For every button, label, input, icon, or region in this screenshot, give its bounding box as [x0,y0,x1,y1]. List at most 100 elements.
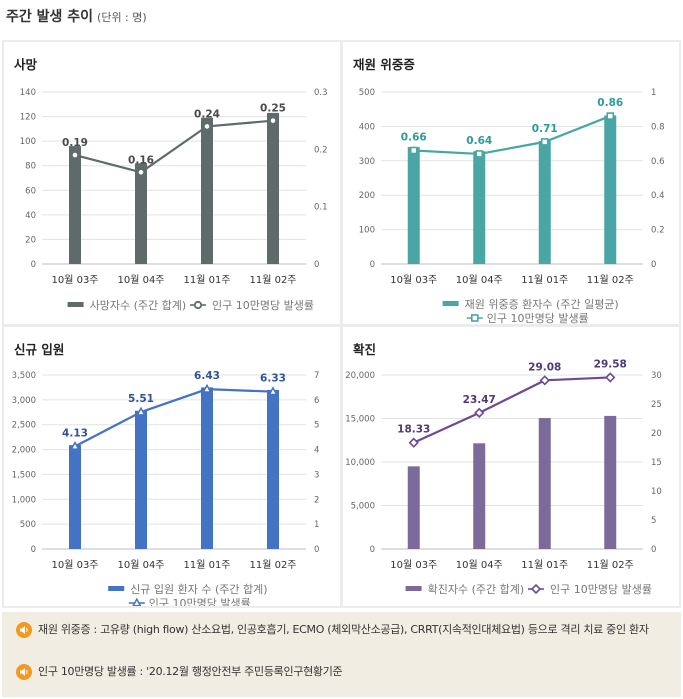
y-axis-left: 0 500 1,000 1,500 2,000 2,500 3,000 3,500 [12,371,36,555]
x-tick-label: 10월 03주 [51,274,98,286]
data-label: 5.51 [128,393,154,405]
y-tick-right: 0.2 [651,226,665,236]
gridlines [42,91,306,265]
y-tick-right: 2 [314,495,319,505]
legend: 신규 입원 환자 수 (주간 합계)인구 10만명당 발생률 [108,583,268,606]
chart-panel-admission: 0 500 1,000 1,500 2,000 2,500 3,000 3,500 0 1 2 3 4 5… [4,327,340,606]
legend-bar-label: 신규 입원 환자 수 (주간 합계) [130,583,267,596]
y-tick-right: 1 [314,520,319,530]
x-axis-categories: 10월 03주 10월 04주 11월 01주 11월 02주 [390,559,634,571]
y-tick-right: 15 [651,458,662,468]
notes-box: 재원 위중증 : 고유량 (high flow) 산소요법, 인공호흡기, EC… [2,612,681,697]
data-label: 0.86 [597,97,623,109]
chart-title-severe: 재원 위중증 [353,57,415,72]
data-label: 0.66 [401,131,427,143]
y-tick-left: 0 [31,260,36,270]
y-tick-left: 500 [20,520,36,530]
y-tick-left: 100 [20,137,36,147]
y-tick-right: 0.1 [314,203,328,213]
bar [69,445,81,549]
line-point [474,407,485,419]
y-tick-right: 3 [314,470,319,480]
x-tick-label: 10월 03주 [390,274,437,286]
line-point [530,583,542,595]
bar [407,466,420,549]
y-tick-left: 3,500 [12,371,36,381]
line-path [74,119,274,174]
legend-line-label: 인구 10만명당 발생률 [212,299,314,312]
line-point [70,440,80,450]
y-axis-right: 0 1 2 3 4 5 6 7 [314,371,319,555]
bar [538,418,551,549]
bar-series [69,112,279,264]
speaker-icon [16,664,32,680]
chart-panel-severe: 0 100 200 300 400 500 0 0.2 0.4 0.6 0.8 1 10월 03주 10월… [343,42,679,324]
x-tick-label: 11월 01주 [521,274,568,286]
line-series: 4.13 5.51 6.43 6.33 [62,370,286,450]
y-axis-right: 0 0.2 0.4 0.6 0.8 1 [651,88,665,270]
data-label: 0.24 [194,108,220,120]
y-tick-right: 1 [651,88,656,98]
bar-series [407,415,617,549]
x-tick-label: 10월 03주 [51,559,98,571]
line-series: 0.19 0.16 0.24 0.25 [62,103,286,177]
y-tick-left: 2,500 [12,421,36,431]
legend-bar-swatch [442,301,459,306]
y-tick-left: 1,500 [12,470,36,480]
y-tick-left: 3,000 [12,396,36,406]
chart-panel-confirmed: 0 5,000 10,000 15,000 20,000 0 5 10 15 20 25 30 10월 … [343,327,679,606]
chart-title-confirmed: 확진 [353,342,377,357]
y-tick-right: 0 [651,545,656,555]
y-tick-left: 500 [359,88,375,98]
line-point [475,150,484,158]
line-point [605,372,616,383]
chart-title-death: 사망 [14,57,38,72]
y-tick-left: 0 [370,545,375,555]
y-tick-left: 80 [25,162,36,172]
page-title-text: 주간 발생 추이 [6,9,94,25]
line-point [539,375,550,386]
data-label: 6.33 [260,373,286,385]
bar [538,140,551,264]
line-point [606,112,615,120]
legend: 재원 위중증 환자수 (주간 일평균)인구 10만명당 발생률 [442,297,619,324]
data-label: 18.33 [397,424,430,436]
x-tick-label: 11월 01주 [521,559,568,571]
legend-bar-swatch [405,586,422,591]
y-tick-right: 5 [314,421,319,431]
note-item: 재원 위중증 : 고유량 (high flow) 산소요법, 인공호흡기, EC… [16,622,666,638]
line-point [409,146,418,155]
y-tick-left: 0 [370,260,375,270]
bar [604,115,617,264]
line-point [202,122,212,131]
x-axis-categories: 10월 03주 10월 04주 11월 01주 11월 02주 [390,274,634,286]
y-tick-right: 7 [314,371,319,381]
x-tick-label: 11월 02주 [249,274,296,286]
bar [267,112,279,264]
line-point [136,168,146,177]
bar [267,389,279,549]
y-axis-right: 0 5 10 15 20 25 30 [651,371,662,555]
x-tick-label: 11월 01주 [183,559,230,571]
x-axis-categories: 10월 03주 10월 04주 11월 01주 11월 02주 [51,274,296,286]
line-path [413,376,611,444]
confirmed-chart: 0 5,000 10,000 15,000 20,000 0 5 10 15 20 25 30 10월 … [345,358,662,596]
data-label: 6.43 [194,370,220,382]
y-tick-right: 30 [651,371,662,381]
y-tick-right: 0.4 [651,191,665,201]
data-label: 0.16 [128,154,154,166]
bar [201,387,213,549]
legend-line-label: 인구 10만명당 발생률 [487,312,589,324]
line-point [540,138,549,146]
speaker-icon [16,622,32,638]
data-label: 0.19 [62,137,88,149]
y-tick-right: 0.3 [314,88,328,98]
line-point [202,383,212,393]
x-tick-label: 10월 04주 [117,274,164,286]
admission-chart: 0 500 1,000 1,500 2,000 2,500 3,000 3,500 0 1 2 3 4 5… [12,370,319,606]
y-tick-left: 5,000 [351,502,375,512]
data-label: 29.58 [594,358,627,370]
line-point [268,116,278,125]
y-tick-right: 20 [651,429,662,439]
